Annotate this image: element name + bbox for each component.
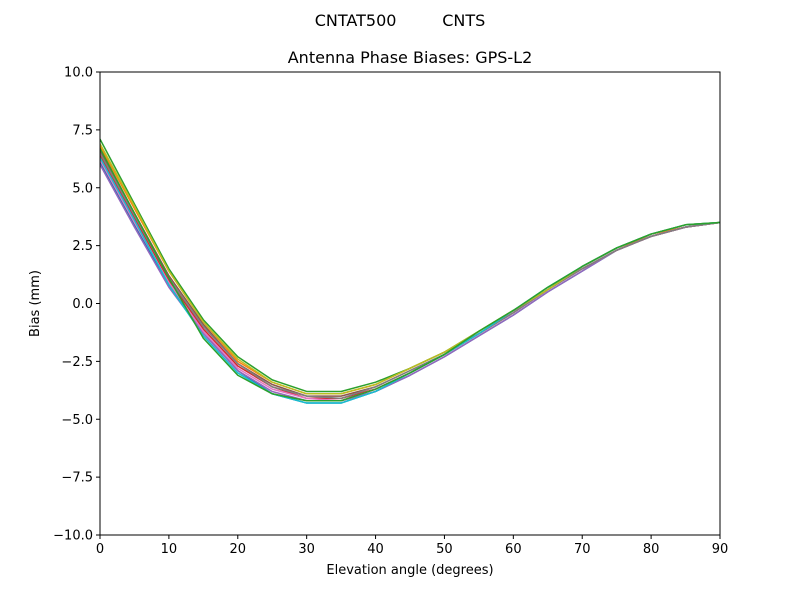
x-axis: 0 10 20 30 40 50 60 70 80 90	[96, 535, 728, 557]
y-tick-label: 10.0	[64, 66, 93, 81]
y-tick-label: 5.0	[72, 181, 93, 196]
figure-suptitle: CNTAT500 CNTS	[315, 11, 486, 30]
y-tick-label: −7.5	[61, 471, 93, 486]
x-tick-label: 80	[643, 542, 660, 557]
x-tick-label: 10	[161, 542, 178, 557]
y-tick-label: −2.5	[61, 355, 93, 370]
x-tick-label: 20	[230, 542, 247, 557]
x-tick-label: 40	[367, 542, 384, 557]
x-tick-label: 60	[505, 542, 522, 557]
y-tick-label: −5.0	[61, 413, 93, 428]
y-tick-label: 7.5	[72, 123, 93, 138]
series-layer	[100, 138, 720, 404]
x-tick-label: 0	[96, 542, 104, 557]
series-line-8	[100, 152, 720, 400]
y-tick-label: 0.0	[72, 297, 93, 312]
x-tick-label: 50	[436, 542, 453, 557]
x-axis-label: Elevation angle (degrees)	[326, 563, 493, 578]
series-line-11	[100, 148, 720, 402]
plot-title: Antenna Phase Biases: GPS-L2	[288, 48, 533, 67]
x-tick-label: 30	[298, 542, 315, 557]
y-tick-label: 2.5	[72, 239, 93, 254]
y-axis-label: Bias (mm)	[28, 270, 43, 337]
y-axis: −10.0 −7.5 −5.0 −2.5 0.0 2.5 5.0 7.5 10.0	[53, 66, 100, 544]
x-tick-label: 90	[712, 542, 729, 557]
y-tick-label: −10.0	[53, 529, 93, 544]
x-tick-label: 70	[574, 542, 591, 557]
